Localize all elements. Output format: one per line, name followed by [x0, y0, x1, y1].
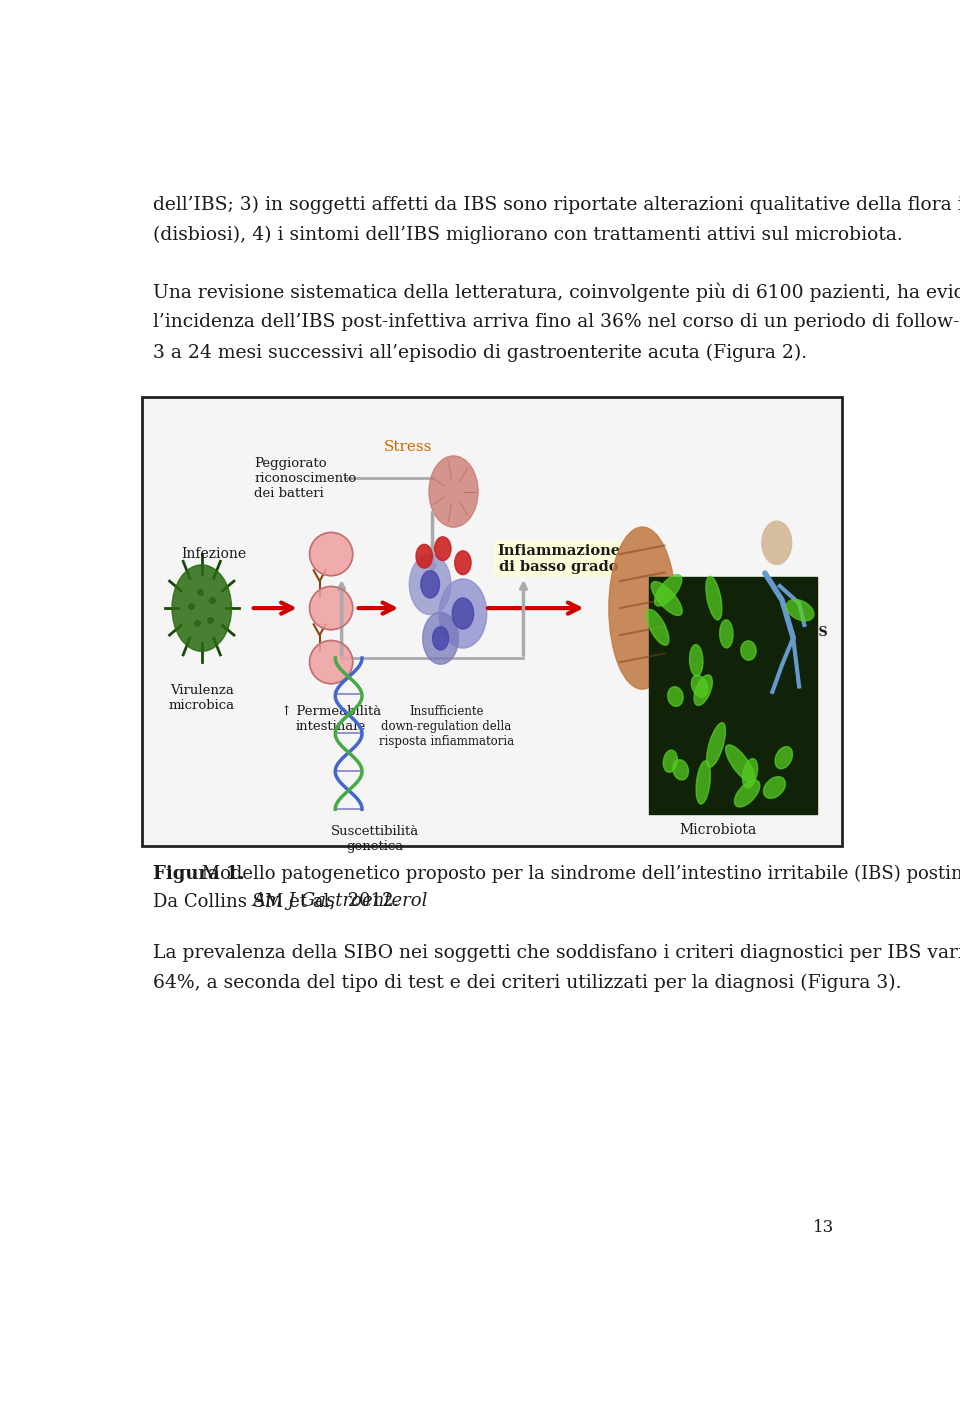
Ellipse shape — [696, 760, 710, 804]
Ellipse shape — [694, 675, 712, 706]
Text: Microbiota: Microbiota — [680, 824, 756, 838]
Text: 3 a 24 mesi successivi all’episodio di gastroenterite acuta (Figura 2).: 3 a 24 mesi successivi all’episodio di g… — [154, 344, 807, 362]
Circle shape — [409, 554, 451, 615]
Text: l’incidenza dell’IBS post-infettiva arriva fino al 36% nel corso di un periodo d: l’incidenza dell’IBS post-infettiva arri… — [154, 313, 960, 331]
Text: Una revisione sistematica della letteratura, coinvolgente più di 6100 pazienti, : Una revisione sistematica della letterat… — [154, 283, 960, 303]
Ellipse shape — [743, 759, 757, 788]
Ellipse shape — [775, 746, 793, 769]
Bar — [142, 397, 842, 846]
Circle shape — [420, 571, 440, 598]
Text: Infezione: Infezione — [180, 547, 246, 561]
Text: Suscettibilità
genetica: Suscettibilità genetica — [330, 825, 419, 853]
Text: Peggiorato
riconoscimento
dei batteri: Peggiorato riconoscimento dei batteri — [254, 456, 356, 499]
Text: Figura 1.: Figura 1. — [154, 866, 245, 882]
Ellipse shape — [673, 760, 688, 780]
Text: ↑ Permeabilità
intestinale: ↑ Permeabilità intestinale — [281, 706, 381, 734]
Ellipse shape — [309, 641, 352, 683]
Circle shape — [435, 537, 451, 561]
Ellipse shape — [691, 675, 708, 697]
Ellipse shape — [667, 686, 684, 706]
Text: dell’IBS; 3) in soggetti affetti da IBS sono riportate alterazioni qualitative d: dell’IBS; 3) in soggetti affetti da IBS … — [154, 195, 960, 213]
Ellipse shape — [309, 533, 352, 575]
Circle shape — [762, 521, 792, 564]
Ellipse shape — [706, 577, 722, 620]
Ellipse shape — [726, 745, 755, 783]
Circle shape — [452, 598, 473, 629]
Ellipse shape — [763, 777, 785, 798]
Text: Stress: Stress — [384, 439, 432, 453]
Text: Infiammazione
di basso grado: Infiammazione di basso grado — [497, 544, 620, 574]
Ellipse shape — [689, 644, 703, 676]
Circle shape — [422, 613, 459, 664]
Text: 2012.: 2012. — [342, 892, 399, 911]
Text: Da Collins SM et al,: Da Collins SM et al, — [154, 892, 342, 911]
Ellipse shape — [651, 581, 683, 616]
Text: (disbiosi), 4) i sintomi dell’IBS migliorano con trattamenti attivi sul microbio: (disbiosi), 4) i sintomi dell’IBS miglio… — [154, 226, 903, 244]
Circle shape — [455, 551, 471, 575]
Ellipse shape — [655, 575, 682, 606]
Circle shape — [429, 456, 478, 528]
Ellipse shape — [646, 609, 669, 645]
Text: Am J Gastroenterol: Am J Gastroenterol — [252, 892, 427, 911]
Ellipse shape — [309, 586, 352, 630]
Ellipse shape — [707, 723, 726, 767]
Text: Insufficiente
down-regulation della
risposta infiammatoria: Insufficiente down-regulation della risp… — [379, 706, 515, 748]
Text: Modello patogenetico proposto per la sindrome dell’intestino irritabile (IBS) po: Modello patogenetico proposto per la sin… — [196, 866, 960, 884]
Ellipse shape — [663, 751, 678, 772]
Text: 13: 13 — [813, 1219, 834, 1236]
Ellipse shape — [734, 780, 760, 807]
Text: Virulenza
microbica: Virulenza microbica — [169, 683, 235, 711]
Text: Alterata funzione
intestinale: Alterata funzione intestinale — [685, 662, 802, 690]
Circle shape — [433, 627, 448, 650]
Bar — [649, 577, 817, 814]
Ellipse shape — [786, 599, 814, 622]
Ellipse shape — [741, 641, 756, 661]
Ellipse shape — [609, 528, 676, 689]
Text: IBS: IBS — [803, 626, 828, 638]
Text: La prevalenza della SIBO nei soggetti che soddisfano i criteri diagnostici per I: La prevalenza della SIBO nei soggetti ch… — [154, 944, 960, 962]
Circle shape — [416, 544, 432, 568]
Text: 64%, a seconda del tipo di test e dei criteri utilizzati per la diagnosi (Figura: 64%, a seconda del tipo di test e dei cr… — [154, 974, 902, 992]
Ellipse shape — [720, 620, 733, 648]
Circle shape — [439, 579, 487, 648]
Circle shape — [172, 565, 231, 651]
